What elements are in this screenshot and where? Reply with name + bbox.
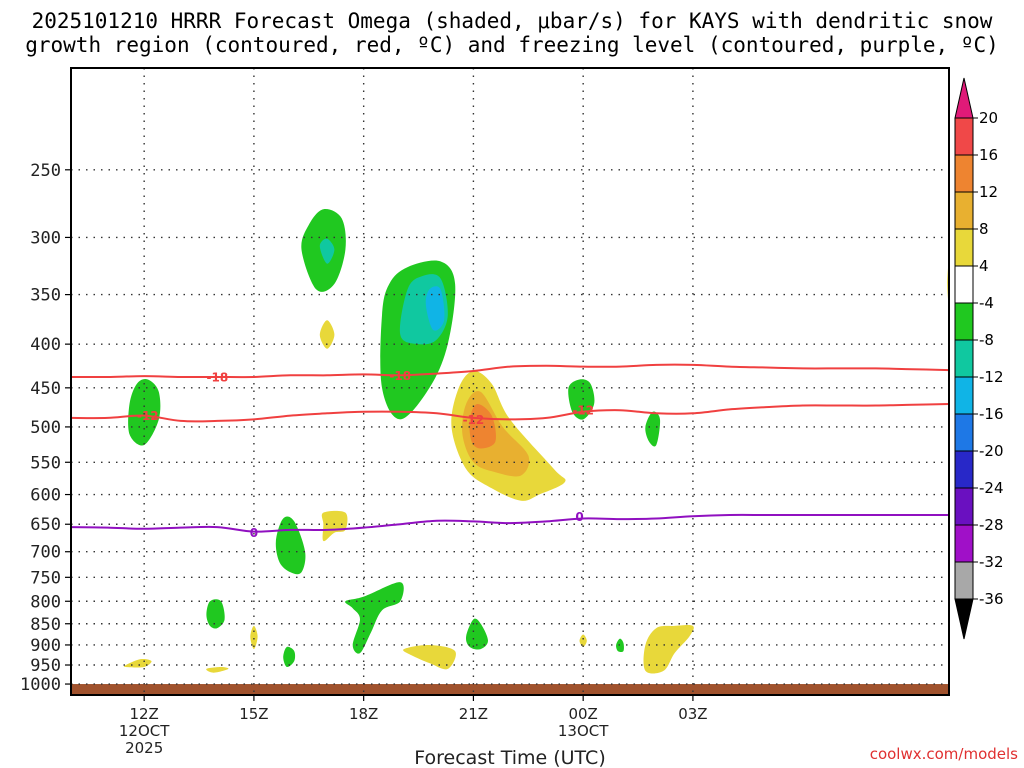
ytick-label-300: 300 — [30, 228, 61, 248]
colorbar-label--24: -24 — [979, 479, 1004, 497]
ytick-label-800: 800 — [30, 592, 61, 612]
omega-region-descent-660-17z — [321, 510, 348, 542]
contour-layer: -18 -18 -12 -12 -12 0 0 — [71, 363, 949, 540]
colorbar-arrow-bottom — [954, 598, 974, 640]
omega-region-descent-965-14z — [206, 667, 229, 673]
colorbar-label-8: 8 — [979, 220, 989, 238]
contour-label-freezing-level-0-1: 0 — [575, 510, 583, 524]
x-axis-title: Forecast Time (UTC) — [414, 747, 605, 768]
omega-region-descent-920-20z — [403, 644, 456, 670]
colorbar-label--4: -4 — [979, 294, 994, 312]
colorbar-label--32: -32 — [979, 553, 1004, 571]
omega-region-ascent-460-24z — [568, 379, 595, 420]
contour-isotherm-minus18 — [71, 363, 949, 379]
ytick-label-550: 550 — [30, 453, 61, 473]
omega-region-ascent-500-26z — [645, 411, 661, 447]
colorbar-label-4: 4 — [979, 257, 989, 275]
colorbar-label-20: 20 — [979, 109, 998, 127]
colorbar-box-1 — [954, 154, 974, 193]
chart-title-line-1: 2025101210 HRRR Forecast Omega (shaded, … — [32, 9, 993, 33]
xtick-label-12Z-line-0: 12Z — [129, 705, 158, 723]
ytick-label-400: 400 — [30, 335, 61, 355]
colorbar-box-3 — [954, 228, 974, 267]
xtick-label-00Z-line-0: 00Z — [568, 705, 597, 723]
ytick-label-750: 750 — [30, 568, 61, 588]
ytick-label-850: 850 — [30, 615, 61, 635]
omega-region-descent-900-26z — [643, 625, 694, 674]
colorbar-box-8 — [954, 413, 974, 452]
plot-frame — [70, 67, 950, 696]
ytick-label-350: 350 — [30, 286, 61, 306]
ytick-label-250: 250 — [30, 161, 61, 181]
ground-fill — [71, 684, 949, 695]
ytick-label-1000: 1000 — [20, 675, 61, 695]
colorbar-box-6 — [954, 339, 974, 378]
omega-region-ascent-350-19z-core — [425, 286, 445, 331]
contour-label-isotherm-minus12-0: -12 — [137, 409, 159, 423]
colorbar-box-0 — [954, 117, 974, 156]
colorbar-label--8: -8 — [979, 331, 994, 349]
colorbar-label--20: -20 — [979, 442, 1004, 460]
colorbar-label--28: -28 — [979, 516, 1004, 534]
xtick-label-18Z-line-0: 18Z — [349, 705, 378, 723]
contour-freezing-level-0 — [71, 513, 949, 533]
omega-region-ascent-800-18z — [345, 582, 404, 654]
ytick-label-900: 900 — [30, 636, 61, 656]
ytick-label-500: 500 — [30, 418, 61, 438]
colorbar-label--16: -16 — [979, 405, 1004, 423]
omega-region-ascent-820-14z — [206, 599, 225, 629]
colorbar-box-2 — [954, 191, 974, 230]
omega-region-ascent-690-16z — [275, 516, 306, 575]
xtick-label-21Z-line-0: 21Z — [459, 705, 488, 723]
contour-label-isotherm-minus12-2: -12 — [572, 404, 594, 418]
plot-area: -18 -18 -12 -12 -12 0 0 — [71, 68, 949, 695]
xtick-label-03Z-line-0: 03Z — [678, 705, 707, 723]
colorbar-box-5 — [954, 302, 974, 341]
credit-link[interactable]: coolwx.com/models — [870, 745, 1018, 763]
gridlines — [71, 68, 949, 695]
omega-region-descent-945-12z — [123, 658, 152, 668]
colorbar-label-16: 16 — [979, 146, 998, 164]
omega-region-descent-390-17z — [319, 320, 335, 349]
ytick-label-450: 450 — [30, 379, 61, 399]
contour-label-isotherm-minus18-1: -18 — [389, 369, 411, 383]
colorbar-label--36: -36 — [979, 590, 1004, 608]
colorbar-box-11 — [954, 524, 974, 563]
ytick-label-600: 600 — [30, 486, 61, 506]
colorbar-label-12: 12 — [979, 183, 998, 201]
xtick-label-00Z-line-1: 13OCT — [558, 722, 609, 740]
colorbar-box-12 — [954, 561, 974, 600]
omega-region-ascent-920-16z — [283, 646, 296, 668]
omega-region-descent-890-15z — [250, 625, 258, 650]
xtick-label-15Z-line-0: 15Z — [239, 705, 268, 723]
omega-region-ascent-900-25z — [616, 638, 624, 653]
contour-label-isotherm-minus12-1: -12 — [463, 413, 485, 427]
chart-title-line-2: growth region (contoured, red, ºC) and f… — [25, 33, 999, 57]
ytick-label-950: 950 — [30, 656, 61, 676]
omega-region-ascent-480-12z — [128, 378, 161, 446]
ground-layer — [71, 684, 949, 695]
omega-region-descent-890-24z — [579, 634, 587, 647]
xtick-label-12Z-line-1: 12OCT — [119, 722, 170, 740]
colorbar-label--12: -12 — [979, 368, 1004, 386]
colorbar-box-9 — [954, 450, 974, 489]
xtick-label-12Z-line-2: 2025 — [125, 739, 163, 757]
omega-region-ascent-300-17z-core — [319, 238, 335, 264]
colorbar-box-4 — [954, 265, 974, 304]
colorbar-box-7 — [954, 376, 974, 415]
contour-label-freezing-level-0-0: 0 — [250, 526, 258, 540]
colorbar-arrow-top — [954, 77, 974, 119]
omega-shading-layer — [123, 209, 949, 674]
colorbar-box-10 — [954, 487, 974, 526]
omega-region-ascent-870-21z — [465, 618, 488, 650]
omega-colorbar: 20 16 12 8 4 -4 -8 -12 -16 -20 -24 -28 -32 -36 — [954, 77, 1004, 640]
contour-label-isotherm-minus18-0: -18 — [206, 370, 228, 384]
contour-isotherm-minus12 — [71, 403, 949, 423]
omega-region-descent-500-21z-core — [469, 403, 497, 449]
ytick-label-650: 650 — [30, 515, 61, 535]
pressure-axis: 2503003504004505005506006507007508008509… — [20, 161, 71, 695]
ytick-label-700: 700 — [30, 543, 61, 563]
